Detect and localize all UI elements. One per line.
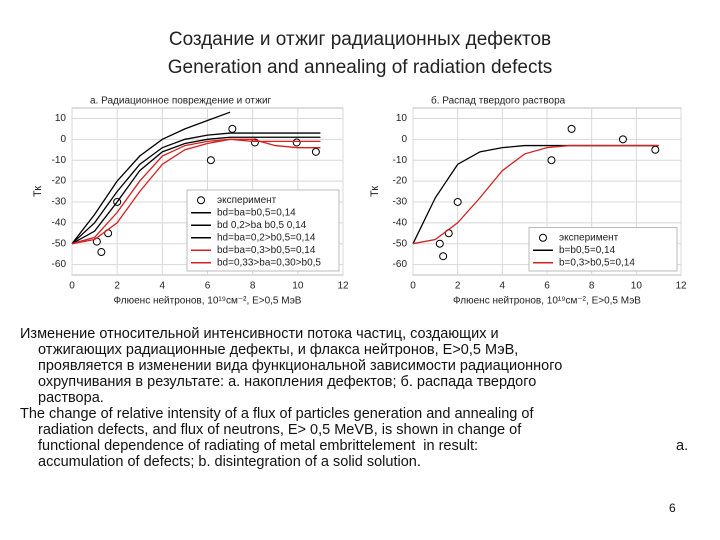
y-tick-label: -60 — [393, 259, 408, 270]
x-tick-label: 4 — [160, 281, 166, 292]
y-tick-label: -50 — [393, 238, 408, 249]
legend-label: bd=ba=0,3>b0,5=0,14 — [217, 245, 316, 256]
x-tick-label: 8 — [589, 281, 595, 292]
caption-line: functional dependence of radiating of me… — [38, 438, 479, 454]
y-tick-label: 0 — [60, 134, 66, 145]
y-axis-label: Тк — [32, 186, 44, 197]
x-tick-label: 0 — [69, 281, 75, 292]
legend-label: b=0,3>b0,5=0,14 — [559, 257, 635, 268]
line-series — [412, 144, 659, 245]
x-tick-label: 12 — [675, 281, 687, 292]
legend-label: эксперимент — [559, 232, 619, 243]
y-tick-label: -10 — [52, 155, 67, 166]
x-tick-label: 12 — [337, 281, 349, 292]
caption-line: The change of relative intensity of a fl… — [20, 406, 534, 422]
caption-line: a. — [676, 438, 689, 454]
caption-line: Изменение относительной интенсивности по… — [20, 326, 499, 342]
data-point — [311, 147, 320, 156]
caption-line: охрупчивания в результате: а. накопления… — [38, 374, 537, 390]
line-series — [71, 111, 231, 245]
x-tick-label: 10 — [631, 281, 643, 292]
data-point — [292, 138, 301, 147]
y-tick-label: -40 — [393, 217, 408, 228]
x-axis-label: Флюенс нейтронов, 10¹⁹см⁻², Е>0,5 МэВ — [453, 296, 641, 307]
line-series — [71, 132, 321, 245]
data-point — [547, 156, 556, 165]
x-tick-label: 2 — [455, 281, 461, 292]
data-point — [453, 197, 462, 206]
x-axis-label: Флюенс нейтронов, 10¹⁹см⁻², Е>0,5 МэВ — [114, 296, 302, 307]
legend-label: эксперимент — [217, 195, 277, 206]
y-tick-label: -30 — [52, 197, 67, 208]
y-tick-label: -30 — [393, 197, 408, 208]
y-tick-label: -40 — [52, 217, 67, 228]
legend-label: bd 0,2>ba b0,5 0,14 — [217, 220, 307, 231]
y-tick-label: 0 — [401, 134, 407, 145]
data-point — [97, 248, 106, 257]
data-point — [567, 124, 576, 133]
y-tick-label: -60 — [52, 259, 67, 270]
legend-label: b=b0,5=0,14 — [559, 245, 616, 256]
data-point — [439, 252, 448, 261]
x-tick-label: 2 — [114, 281, 120, 292]
data-point — [206, 156, 215, 165]
data-point — [435, 239, 444, 248]
legend-box — [528, 227, 678, 272]
y-tick-label: 10 — [55, 113, 67, 124]
slide-title: Создание и отжиг радиационных дефектов — [169, 29, 551, 50]
caption-line: accumulation of defects; b. disintegrati… — [38, 454, 421, 470]
chart-title: а. Радиационное повреждение и отжиг — [90, 96, 272, 107]
legend-label: hd=ba=0,2>b0,5=0,14 — [217, 232, 316, 243]
chart-title: б. Распад твердого раствора — [431, 95, 566, 107]
x-tick-label: 10 — [292, 281, 304, 292]
y-tick-label: -50 — [52, 238, 67, 249]
line-series — [71, 138, 321, 245]
x-tick-label: 8 — [250, 281, 256, 292]
caption-line: раствора. — [38, 390, 104, 406]
caption-line: radiation defects, and flux of neutrons,… — [38, 422, 522, 438]
x-tick-label: 4 — [500, 281, 506, 292]
page-number: 6 — [669, 501, 676, 515]
legend-label: bd=ba=b0,5=0,14 — [217, 207, 296, 218]
data-point — [651, 145, 660, 154]
legend-marker — [197, 196, 205, 205]
line-series — [71, 136, 321, 245]
caption-line: отжигающих радиационные дефекты, и флакс… — [38, 342, 519, 358]
data-point — [228, 124, 237, 133]
legend-box — [186, 189, 340, 272]
slide-title: Generation and annealing of radiation de… — [168, 57, 553, 78]
caption-line: проявляется в изменении вида функциональ… — [38, 358, 563, 374]
x-tick-label: 0 — [410, 281, 416, 292]
line-series — [71, 138, 321, 245]
x-tick-label: 6 — [544, 281, 550, 292]
x-tick-label: 6 — [205, 281, 211, 292]
y-tick-label: 10 — [396, 113, 408, 124]
y-tick-label: -20 — [393, 176, 408, 187]
data-point — [618, 135, 627, 144]
y-axis-label: Тк — [369, 186, 381, 197]
legend-marker — [539, 233, 547, 242]
y-tick-label: -10 — [393, 155, 408, 166]
legend-label: bd=0,33>ba=0,30>b0,5 — [217, 257, 321, 268]
y-tick-label: -20 — [52, 176, 67, 187]
